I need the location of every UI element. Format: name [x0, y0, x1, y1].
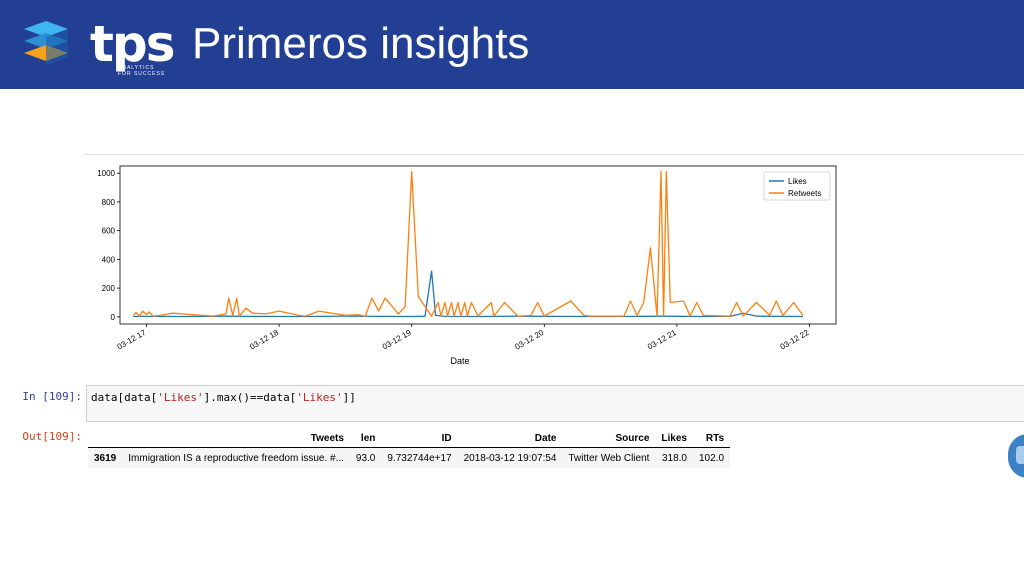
likes-retweets-chart: 0 200 400 600 800 1000 03-12 17 03-12 18 03-12 1…	[97, 165, 837, 366]
output-prompt: Out[109]:	[22, 430, 82, 443]
column-header: Likes	[655, 429, 693, 448]
plot-area	[119, 165, 837, 325]
slide-title: Primeros insights	[192, 19, 530, 68]
series-line-retweets	[132, 171, 804, 317]
row-index: 3619	[88, 447, 123, 468]
table-cell: 318.0	[655, 447, 693, 468]
table-cell: Immigration IS a reproductive freedom is…	[122, 447, 350, 468]
header-banner: tps ANALYTICS FOR SUCCESS Primeros insig…	[0, 0, 1024, 89]
table-header-row: Tweets len ID Date Source Likes RTs	[88, 429, 731, 448]
y-tick-label: 600	[102, 227, 116, 236]
logo-cube-icon	[24, 21, 68, 65]
legend-label: Likes	[788, 177, 807, 186]
x-axis-label: Date	[450, 356, 469, 366]
table-cell: 93.0	[349, 447, 382, 468]
table-cell: 2018-03-12 19:07:54	[457, 447, 563, 468]
y-tick-label: 0	[111, 313, 116, 322]
code-text[interactable]: data[data['Likes'].max()==data['Likes']]	[91, 391, 356, 404]
x-tick-label: 03-12 21	[646, 328, 678, 352]
table-cell: 102.0	[693, 447, 731, 468]
column-header	[88, 429, 123, 448]
logo-text: tps	[90, 15, 175, 73]
column-header: Date	[457, 429, 563, 448]
x-tick-label: 03-12 19	[381, 328, 413, 352]
code-cell[interactable]: data[data['Likes'].max()==data['Likes']]	[86, 385, 1024, 422]
x-tick-label: 03-12 17	[116, 328, 148, 352]
dataframe-output: Tweets len ID Date Source Likes RTs 3619…	[88, 429, 731, 468]
table-cell: Twitter Web Client	[562, 447, 656, 468]
chat-icon	[1016, 446, 1024, 464]
logo-tagline: ANALYTICS FOR SUCCESS	[118, 65, 166, 77]
x-tick-label: 03-12 20	[513, 328, 545, 352]
table-cell: 9.732744e+17	[381, 447, 458, 468]
company-logo: tps ANALYTICS FOR SUCCESS	[20, 15, 175, 77]
column-header: len	[349, 429, 382, 448]
table-row: 3619 Immigration IS a reproductive freed…	[88, 447, 731, 468]
x-tick-label: 03-12 22	[779, 328, 811, 352]
y-tick-label: 200	[102, 284, 116, 293]
input-prompt: In [109]:	[22, 390, 82, 403]
side-chat-button[interactable]	[1008, 434, 1024, 478]
column-header: RTs	[693, 429, 731, 448]
cell-separator	[85, 154, 1024, 155]
y-tick-label: 800	[102, 198, 116, 207]
column-header: Source	[562, 429, 656, 448]
series-line-likes	[133, 270, 803, 318]
x-tick-label: 03-12 18	[248, 328, 280, 352]
column-header: Tweets	[122, 429, 350, 448]
y-tick-label: 1000	[97, 169, 115, 178]
column-header: ID	[381, 429, 458, 448]
y-tick-label: 400	[102, 255, 116, 264]
legend-label: Retweets	[788, 189, 821, 198]
